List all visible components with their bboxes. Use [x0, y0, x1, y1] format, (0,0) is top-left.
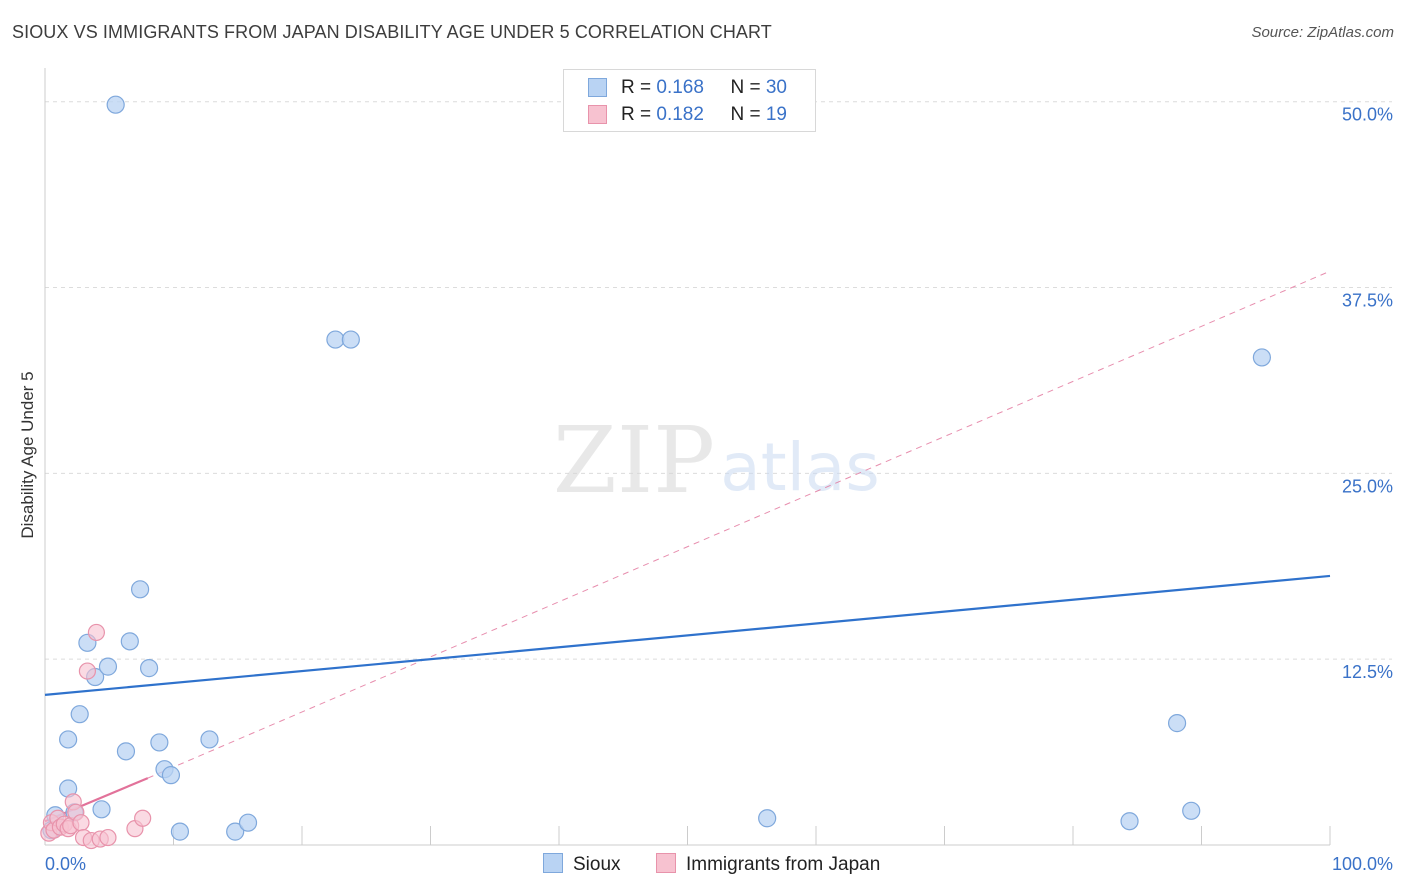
- axes-layer: [44, 68, 1331, 846]
- watermark-zip: ZIP: [553, 407, 715, 514]
- sioux-point: [238, 813, 258, 832]
- watermark-atlas: atlas: [720, 429, 880, 506]
- sioux-r-value: 0.168: [656, 77, 704, 98]
- grid-layer: [45, 101, 1392, 660]
- sioux-point: [70, 705, 89, 724]
- sioux-point: [1182, 801, 1201, 820]
- sioux-point: [170, 822, 190, 841]
- y-tick-label: 25.0%: [1342, 476, 1393, 496]
- source-label: Source: ZipAtlas.com: [1251, 24, 1394, 41]
- sioux-point: [130, 580, 150, 599]
- sioux-n-value: 30: [765, 77, 787, 98]
- sioux-point: [1252, 348, 1271, 367]
- x-tick-label: 100.0%: [1332, 854, 1393, 874]
- japan-r-label: R =: [621, 104, 657, 125]
- watermark: ZIP atlas: [553, 407, 880, 514]
- chart-title: SIOUX VS IMMIGRANTS FROM JAPAN DISABILIT…: [12, 22, 772, 42]
- japan-point: [99, 828, 117, 847]
- sioux-point: [116, 742, 136, 761]
- sioux-trend-line: [44, 574, 1331, 696]
- sioux-swatch: [588, 78, 607, 97]
- y-tick-label: 12.5%: [1342, 662, 1393, 682]
- sioux-point: [92, 800, 111, 819]
- sioux-point: [200, 730, 219, 749]
- japan-r-value: 0.182: [656, 104, 704, 125]
- sioux-point: [106, 95, 125, 114]
- sioux-point: [326, 330, 345, 349]
- sioux-point: [341, 330, 360, 349]
- japan-swatch: [588, 105, 607, 124]
- sioux-point: [150, 733, 169, 752]
- x-tick-label: 0.0%: [45, 854, 86, 874]
- japan-n-value: 19: [765, 104, 787, 125]
- points-layer: [40, 89, 1271, 850]
- sioux-point: [1120, 812, 1139, 831]
- tick-labels: 12.5% 25.0% 37.5% 50.0% 0.0% 100.0%: [45, 105, 1393, 874]
- sioux-point: [98, 657, 118, 676]
- japan-point: [87, 623, 106, 642]
- bottom-legend-japan: Immigrants from Japan: [656, 853, 880, 876]
- sioux-r-label: R =: [621, 77, 657, 98]
- sioux-n-label: N =: [730, 77, 766, 98]
- sioux-point: [120, 632, 139, 651]
- bottom-legend-sioux: Sioux: [543, 853, 621, 876]
- y-tick-label: 37.5%: [1342, 291, 1393, 311]
- bottom-sioux-swatch: [543, 853, 563, 873]
- japan-trend-extension: [147, 270, 1331, 779]
- trend-layer: [44, 270, 1331, 823]
- sioux-point: [226, 822, 245, 841]
- bottom-sioux-label: Sioux: [573, 854, 621, 875]
- correlation-legend: R = 0.168 N = 30 R = 0.182 N = 19: [563, 69, 816, 132]
- y-tick-label: 50.0%: [1342, 105, 1393, 125]
- bottom-japan-label: Immigrants from Japan: [686, 854, 881, 875]
- sioux-point: [59, 730, 78, 749]
- sioux-point: [1167, 714, 1187, 733]
- japan-point: [134, 809, 152, 827]
- japan-point: [78, 662, 97, 680]
- sioux-point: [758, 809, 777, 828]
- sioux-point: [139, 659, 159, 678]
- bottom-japan-swatch: [656, 853, 676, 873]
- sioux-point: [161, 766, 181, 785]
- japan-point: [72, 814, 90, 832]
- japan-n-label: N =: [730, 104, 766, 125]
